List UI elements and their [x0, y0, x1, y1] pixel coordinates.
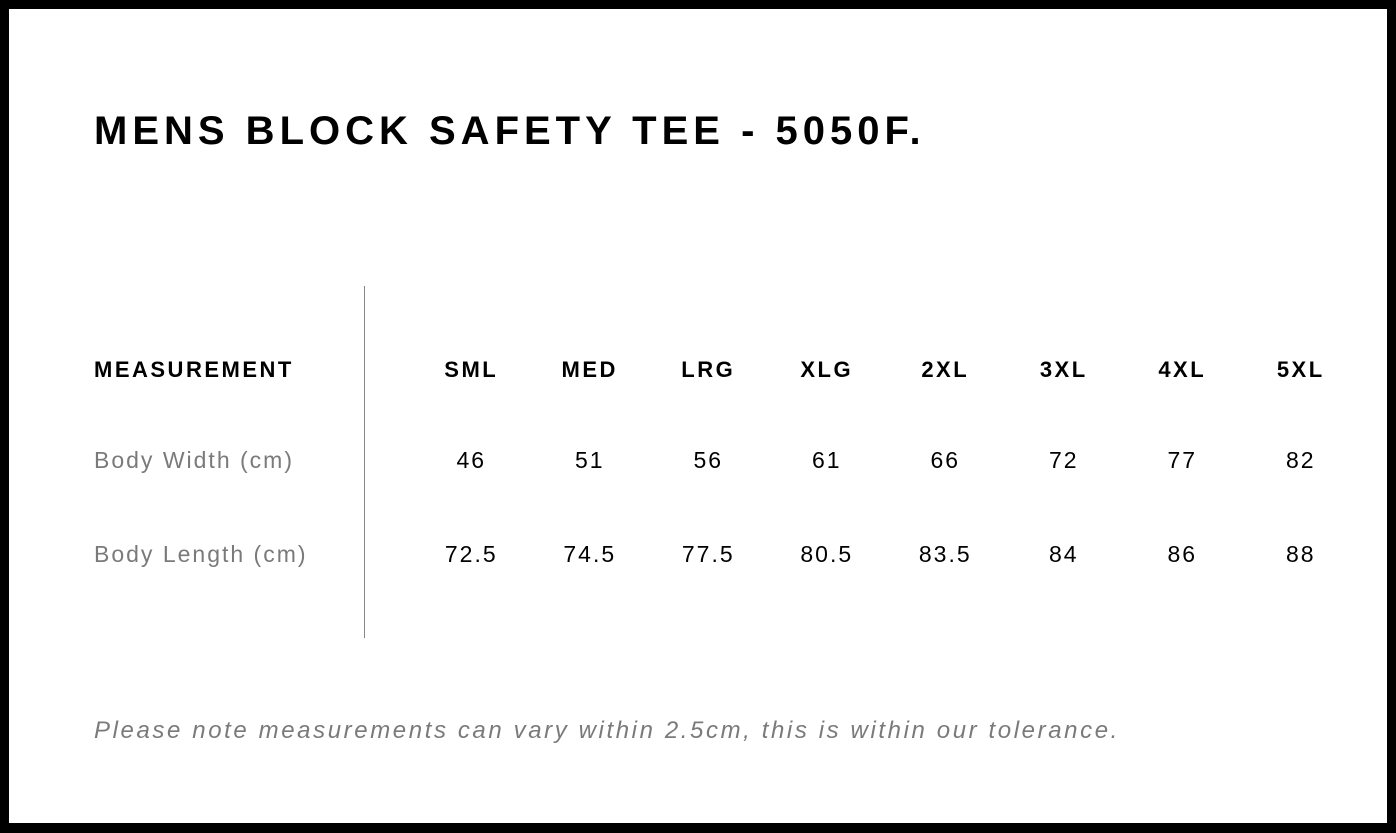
table-row: Body Width (cm) 46 51 56 61 66 72 77 82 [94, 445, 1314, 475]
size-header: 2XL [921, 357, 970, 382]
row-label: Body Width (cm) [94, 446, 294, 473]
tolerance-note: Please note measurements can vary within… [94, 717, 1120, 744]
size-header: MED [561, 357, 618, 382]
table-header-row: MEASUREMENT SML MED LRG XLG 2XL 3XL 4XL 5XL [94, 355, 1322, 385]
page-title: MENS BLOCK SAFETY TEE - 5050F. [94, 109, 926, 153]
measurement-header: MEASUREMENT [94, 357, 294, 382]
table-cell: 80.5 [800, 540, 854, 567]
table-cell: 83.5 [918, 540, 972, 567]
column-divider [364, 286, 365, 638]
size-header: SML [444, 357, 499, 382]
size-chart-sheet: MENS BLOCK SAFETY TEE - 5050F. MEASUREME… [9, 9, 1387, 823]
size-header: 5XL [1276, 357, 1325, 382]
table-cell: 61 [811, 446, 842, 473]
table-cell: 86 [1167, 540, 1198, 567]
table-cell: 46 [456, 446, 487, 473]
table-cell: 56 [693, 446, 724, 473]
table-cell: 72.5 [444, 540, 498, 567]
table-cell: 74.5 [563, 540, 617, 567]
table-cell: 84 [1048, 540, 1079, 567]
size-header: 4XL [1158, 357, 1207, 382]
table-cell: 77 [1167, 446, 1198, 473]
size-header: XLG [800, 357, 854, 382]
size-header: 3XL [1039, 357, 1088, 382]
size-header: LRG [681, 357, 736, 382]
table-cell: 66 [930, 446, 961, 473]
table-cell: 82 [1285, 446, 1316, 473]
table-cell: 72 [1048, 446, 1079, 473]
table-row: Body Length (cm) 72.5 74.5 77.5 80.5 83.5 84 8… [94, 539, 1314, 569]
table-cell: 51 [574, 446, 605, 473]
row-label: Body Length (cm) [94, 540, 308, 567]
table-cell: 88 [1285, 540, 1316, 567]
table-cell: 77.5 [681, 540, 735, 567]
